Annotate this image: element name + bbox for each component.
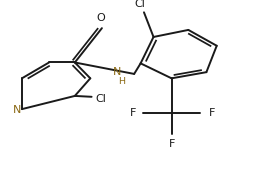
Text: H: H — [118, 77, 125, 86]
Text: N: N — [113, 67, 121, 77]
Text: Cl: Cl — [95, 95, 106, 104]
Text: F: F — [130, 108, 137, 118]
Text: O: O — [97, 13, 106, 23]
Text: Cl: Cl — [134, 0, 145, 9]
Text: F: F — [208, 108, 215, 118]
Text: N: N — [13, 105, 22, 115]
Text: F: F — [168, 139, 175, 149]
